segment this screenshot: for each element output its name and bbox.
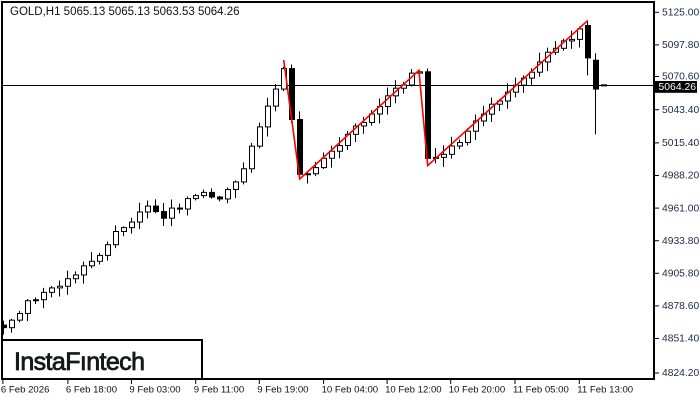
svg-text:GOLD,H1 5065.13 5065.13 5063: GOLD,H1 5065.13 5065.13 5063.53 5064.26 — [10, 6, 240, 18]
svg-text:4988.20: 4988.20 — [662, 171, 699, 182]
svg-text:9 Feb 03:00: 9 Feb 03:00 — [129, 385, 180, 396]
svg-text:4905.80: 4905.80 — [662, 269, 699, 280]
svg-text:10 Feb 12:00: 10 Feb 12:00 — [385, 385, 442, 396]
svg-text:4824.20: 4824.20 — [662, 368, 699, 379]
svg-text:6 Feb 18:00: 6 Feb 18:00 — [66, 385, 117, 396]
svg-text:9 Feb 19:00: 9 Feb 19:00 — [257, 385, 308, 396]
svg-text:5097.80: 5097.80 — [662, 40, 699, 51]
svg-text:4961.00: 4961.00 — [662, 203, 699, 214]
svg-text:4933.80: 4933.80 — [662, 236, 699, 247]
svg-text:10 Feb 20:00: 10 Feb 20:00 — [449, 385, 506, 396]
svg-text:5015.40: 5015.40 — [662, 138, 699, 149]
svg-text:InstaFıntech: InstaFıntech — [14, 348, 144, 376]
svg-text:6 Feb 2026: 6 Feb 2026 — [1, 385, 50, 396]
svg-text:4851.40: 4851.40 — [662, 334, 699, 345]
svg-text:10 Feb 04:00: 10 Feb 04:00 — [322, 385, 379, 396]
svg-text:11 Feb 05:00: 11 Feb 05:00 — [513, 385, 569, 396]
svg-text:11 Feb 13:00: 11 Feb 13:00 — [577, 385, 633, 396]
svg-text:5064.26: 5064.26 — [659, 82, 697, 93]
svg-text:5043.40: 5043.40 — [662, 105, 699, 116]
svg-text:5125.00: 5125.00 — [662, 8, 699, 19]
svg-text:9 Feb 11:00: 9 Feb 11:00 — [194, 385, 245, 396]
svg-text:4878.60: 4878.60 — [662, 301, 699, 312]
